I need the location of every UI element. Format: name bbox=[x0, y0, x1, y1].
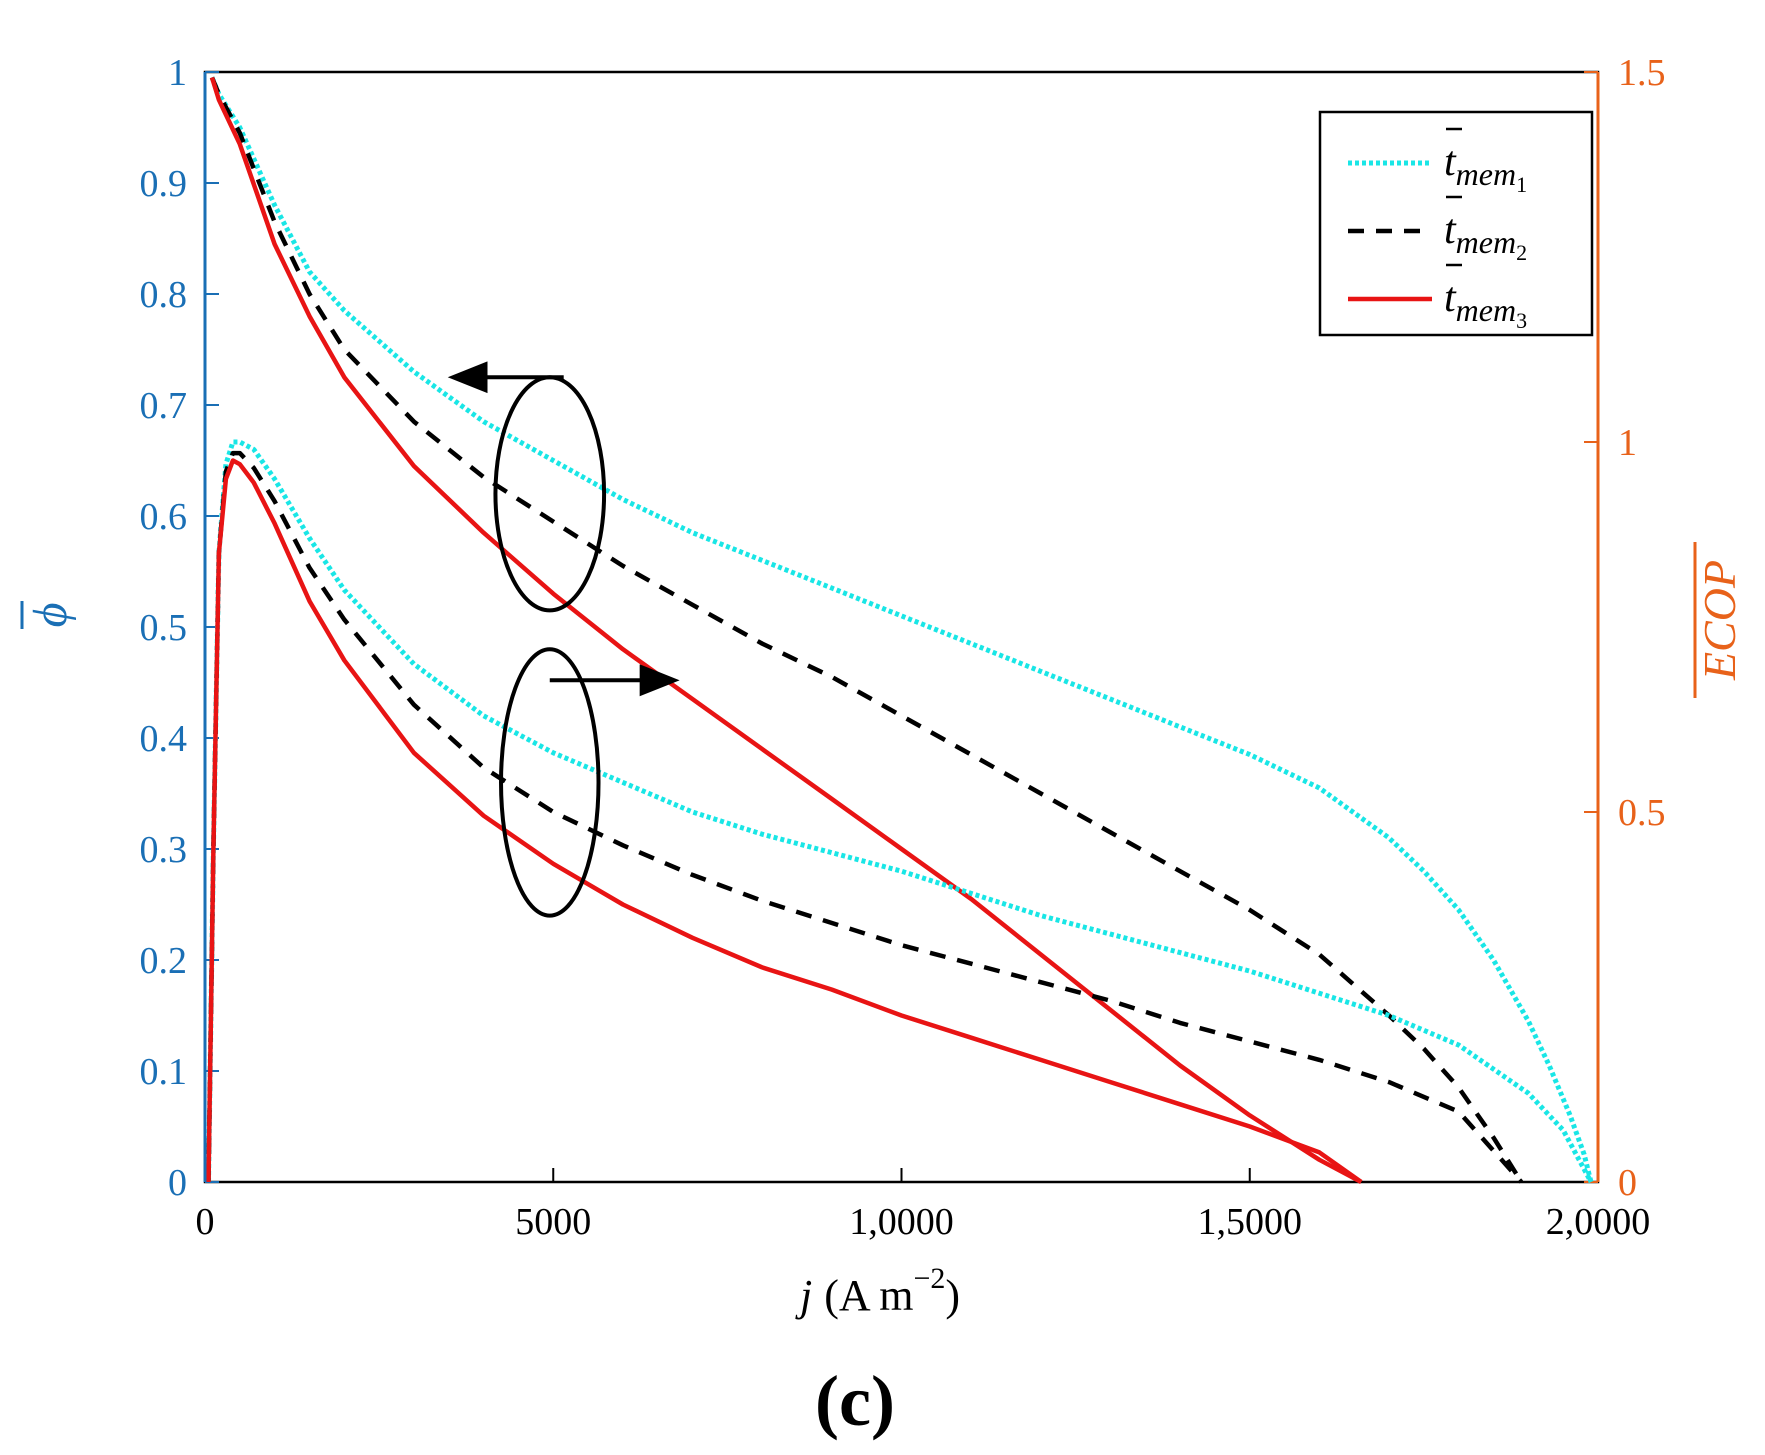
x-axis-label: j (A m−2) bbox=[795, 1262, 960, 1320]
series-line-phi_mem1 bbox=[209, 76, 1594, 1183]
svg-text:ϕ: ϕ bbox=[24, 603, 77, 628]
series-line-ECOP_mem2 bbox=[206, 450, 1524, 1184]
annotation-ellipse-1 bbox=[493, 375, 607, 613]
left-axis-label: ϕ bbox=[20, 601, 77, 629]
left-tick-label: 0.9 bbox=[140, 163, 188, 205]
right-axis-label: ECOP bbox=[1693, 542, 1745, 698]
right-tick-labels: 0 0.5 1 1.5 bbox=[1618, 52, 1666, 1204]
x-tick-label: 1,0000 bbox=[849, 1201, 954, 1243]
left-tick-label: 0.1 bbox=[140, 1051, 188, 1093]
series-line-ECOP_mem3 bbox=[206, 458, 1363, 1184]
left-tick-label: 0.5 bbox=[140, 607, 188, 649]
legend-label-1: tmem1 bbox=[1444, 139, 1527, 197]
series-layer bbox=[206, 76, 1594, 1184]
legend-label-2: tmem2 bbox=[1444, 207, 1527, 265]
figure-caption: (c) bbox=[815, 1361, 895, 1441]
left-tick-label: 0.8 bbox=[140, 274, 188, 316]
right-tick-label: 0 bbox=[1618, 1162, 1637, 1204]
right-tick-label: 0.5 bbox=[1618, 792, 1666, 834]
series-line-ECOP_mem1 bbox=[206, 439, 1594, 1184]
legend: tmem1 tmem2 tmem3 bbox=[1318, 110, 1594, 337]
right-tick-label: 1.5 bbox=[1618, 52, 1666, 94]
legend-label-3: tmem3 bbox=[1444, 275, 1527, 333]
left-tick-labels: 0 0.1 0.2 0.3 0.4 0.5 0.6 0.7 0.8 0.9 1 bbox=[140, 52, 188, 1204]
x-tick-labels: 0 5000 1,0000 1,5000 2,0000 bbox=[196, 1201, 1651, 1243]
right-tick-label: 1 bbox=[1618, 422, 1637, 464]
left-tick-label: 0.2 bbox=[140, 940, 188, 982]
left-tick-label: 0 bbox=[168, 1162, 187, 1204]
annotation-layer bbox=[447, 361, 680, 918]
series-line-phi_mem3 bbox=[209, 76, 1363, 1184]
left-tick-label: 0.4 bbox=[140, 718, 188, 760]
left-tick-label: 0.7 bbox=[140, 385, 188, 427]
left-tick-label: 1 bbox=[168, 52, 187, 94]
x-tick-label: 0 bbox=[196, 1201, 215, 1243]
svg-text:ECOP: ECOP bbox=[1694, 560, 1745, 681]
x-tick-label: 5000 bbox=[515, 1201, 591, 1243]
left-tick-label: 0.3 bbox=[140, 829, 188, 871]
annotation-ellipse-2 bbox=[499, 647, 601, 918]
left-tick-label: 0.6 bbox=[140, 496, 188, 538]
x-tick-label: 1,5000 bbox=[1198, 1201, 1303, 1243]
x-tick-label: 2,0000 bbox=[1546, 1201, 1651, 1243]
